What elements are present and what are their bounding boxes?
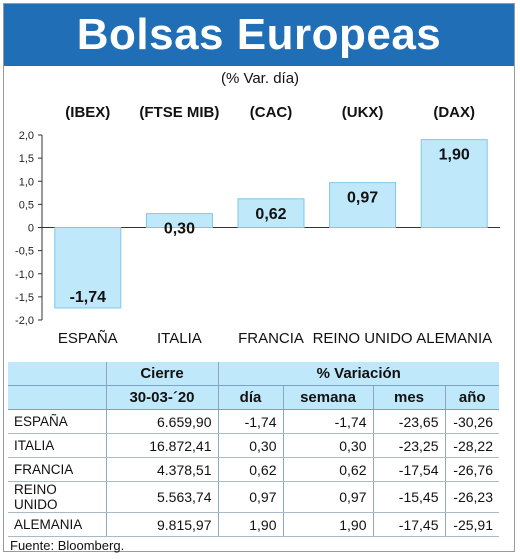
table-row: ALEMANIA 9.815,97 1,90 1,90 -17,45 -25,9…	[8, 512, 499, 537]
bar	[420, 139, 488, 228]
row-cierre: 5.563,74	[106, 481, 219, 513]
header-dia: día	[218, 385, 284, 410]
row-mes: -15,45	[373, 481, 446, 513]
row-name: ALEMANIA	[8, 512, 107, 537]
row-name: ESPAÑA	[8, 409, 107, 434]
row-cierre: 6.659,90	[106, 409, 219, 434]
row-ano: -25,91	[445, 512, 499, 537]
header-cierre: Cierre	[106, 362, 219, 386]
row-semana: 0,62	[283, 457, 374, 482]
title-banner: Bolsas Europeas	[4, 4, 514, 66]
y-tick-label: 1,5	[19, 153, 34, 165]
table-header-row: Cierre % Variación	[8, 362, 499, 386]
index-label: (DAX)	[433, 104, 475, 121]
row-mes: -23,25	[373, 433, 446, 458]
index-label: (FTSE MIB)	[139, 104, 219, 121]
category-label: ESPAÑA	[58, 330, 118, 347]
category-label: FRANCIA	[238, 330, 304, 347]
row-cierre: 16.872,41	[106, 433, 219, 458]
row-ano: -30,26	[445, 409, 499, 434]
table-row: ESPAÑA 6.659,90 -1,74 -1,74 -23,65 -30,2…	[8, 409, 499, 434]
y-tick-label: -1,5	[15, 292, 34, 304]
row-name: REINO UNIDO	[8, 481, 107, 513]
bar	[54, 227, 122, 309]
category-label: ALEMANIA	[416, 330, 492, 347]
row-dia: 0,62	[218, 457, 284, 482]
header-variacion: % Variación	[218, 362, 499, 386]
y-tick-label: 2,0	[19, 130, 34, 142]
row-mes: -17,45	[373, 512, 446, 537]
row-ano: -26,23	[445, 481, 499, 513]
header-date: 30-03-´20	[106, 385, 219, 410]
y-tick-label: 0,5	[19, 199, 34, 211]
row-cierre: 4.378,51	[106, 457, 219, 482]
row-name: ITALIA	[8, 433, 107, 458]
data-label: 0,97	[347, 190, 378, 207]
row-dia: 1,90	[218, 512, 284, 537]
data-label: 1,90	[439, 147, 470, 164]
bar	[145, 213, 213, 228]
header-blank	[8, 362, 107, 386]
category-label: REINO UNIDO	[313, 330, 413, 347]
data-label: 0,30	[164, 221, 195, 238]
row-ano: -26,76	[445, 457, 499, 482]
y-tick-label: 0	[28, 223, 34, 235]
table-row: REINO UNIDO 5.563,74 0,97 0,97 -15,45 -2…	[8, 481, 499, 513]
y-tick-label: 1,0	[19, 176, 34, 188]
data-table: Cierre % Variación 30-03-´20 día semana …	[8, 362, 499, 537]
data-label: 0,62	[255, 206, 286, 223]
index-label: (CAC)	[250, 104, 293, 121]
row-dia: 0,97	[218, 481, 284, 513]
row-name: FRANCIA	[8, 457, 107, 482]
header-ano: año	[445, 385, 499, 410]
row-dia: 0,30	[218, 433, 284, 458]
category-label: ITALIA	[157, 330, 202, 347]
row-mes: -23,65	[373, 409, 446, 434]
table-subheader-row: 30-03-´20 día semana mes año	[8, 385, 499, 410]
header-semana: semana	[283, 385, 374, 410]
row-semana: 1,90	[283, 512, 374, 537]
row-mes: -17,54	[373, 457, 446, 482]
y-tick-label: -0,5	[15, 246, 34, 258]
source-note: Fuente: Bloomberg.	[10, 538, 125, 553]
row-dia: -1,74	[218, 409, 284, 434]
index-label: (IBEX)	[65, 104, 110, 121]
y-tick-label: -2,0	[15, 315, 34, 327]
chart-title: Bolsas Europeas	[76, 10, 442, 59]
row-semana: 0,30	[283, 433, 374, 458]
bar-chart: 2,0 1,5 1,0 0,5 0 -0,5 -1,0 -1,5 -2,0 -1,74 (IBEX)…	[15, 104, 500, 347]
header-blank-2	[8, 385, 107, 410]
index-label: (UKX)	[342, 104, 384, 121]
chart-subtitle: (% Var. día)	[220, 70, 300, 87]
table-row: ITALIA 16.872,41 0,30 0,30 -23,25 -28,22	[8, 433, 499, 458]
figure-frame	[3, 3, 515, 552]
row-semana: -1,74	[283, 409, 374, 434]
bar	[237, 198, 305, 228]
header-mes: mes	[373, 385, 446, 410]
y-tick-label: -1,0	[15, 269, 34, 281]
bar	[329, 182, 397, 228]
row-semana: 0,97	[283, 481, 374, 513]
table-row: FRANCIA 4.378,51 0,62 0,62 -17,54 -26,76	[8, 457, 499, 482]
data-label: -1,74	[70, 289, 107, 306]
row-ano: -28,22	[445, 433, 499, 458]
row-cierre: 9.815,97	[106, 512, 219, 537]
